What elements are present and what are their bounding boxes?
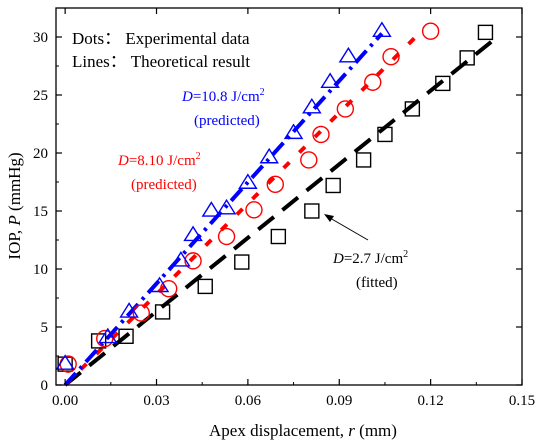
circle-point [245, 201, 263, 219]
y-tick-label: 15 [33, 204, 48, 220]
y-axis-title-text: IOP, [5, 226, 24, 260]
annotation-arrow [324, 214, 369, 241]
x-tick-label: 0.03 [143, 393, 169, 409]
square-point [435, 75, 451, 92]
triangle-point [259, 147, 279, 164]
y-tick-label: 20 [33, 146, 48, 162]
y-tick-label: 30 [33, 30, 48, 46]
square-point [325, 177, 341, 194]
circle-point [184, 252, 202, 270]
triangle-point [372, 21, 392, 37]
circle-point [300, 151, 318, 169]
annotation-blue-sup: 2 [260, 87, 265, 98]
theory-line-red [63, 29, 423, 387]
x-tick-label: 0.12 [418, 393, 444, 409]
circle-point [217, 227, 236, 246]
circle-point [312, 125, 330, 144]
square-point [270, 228, 287, 245]
triangle-point [320, 72, 340, 89]
y-tick-label: 25 [33, 88, 48, 104]
circle-point [159, 280, 178, 298]
annotation-black-var: D [332, 251, 344, 267]
triangle-point [201, 201, 222, 217]
annotation-red-sup: 2 [196, 151, 201, 162]
y-axis-title-unit: (mmHg) [5, 152, 24, 215]
x-tick-label: 0.00 [52, 393, 78, 409]
theory-line-black [63, 40, 493, 387]
triangle-point [302, 97, 322, 114]
annotation-red: D=8.10 J/cm2 [117, 151, 201, 169]
circle-point [421, 22, 440, 40]
annotation-blue-text: =10.8 J/cm [193, 89, 260, 105]
circle-point [336, 100, 355, 118]
triangle-point [98, 327, 118, 344]
annotation-blue: D=10.8 J/cm2 [181, 87, 265, 105]
theory-line-blue [63, 32, 384, 387]
x-axis-title-var: r [348, 421, 355, 440]
square-point [404, 101, 421, 117]
note-lines: Lines： Theoretical result [72, 52, 250, 71]
circle-point [132, 304, 150, 322]
square-point [234, 254, 250, 270]
plot-area: 0.00 0.03 0.06 0.09 0.12 0.15 0 5 10 15 20 25 30 [33, 7, 535, 409]
square-point [118, 328, 134, 344]
annotation-black-sup: 2 [403, 249, 408, 260]
annotation-red-sub: (predicted) [131, 177, 197, 193]
triangle-point [183, 225, 203, 242]
y-tick-label: 10 [33, 262, 48, 278]
triangle-point [149, 276, 170, 293]
circle-point [96, 329, 114, 348]
annotation-blue-sub: (predicted) [194, 113, 260, 129]
triangle-point [55, 354, 75, 370]
x-axis-title-unit: (mm) [355, 421, 397, 440]
x-axis-title-text: Apex displacement, [209, 421, 348, 440]
annotation-black-text: =2.7 J/cm [344, 251, 404, 267]
x-tick-label: 0.09 [326, 393, 352, 409]
note-dots: Dots： Experimental data [72, 29, 250, 48]
y-tick-label: 5 [41, 320, 49, 336]
triangle-point [119, 302, 139, 318]
triangle-point [238, 173, 258, 189]
x-axis-title: Apex displacement, r (mm) [209, 421, 397, 440]
x-tick-label: 0.06 [235, 393, 262, 409]
square-point [304, 203, 320, 219]
annotation-blue-var: D [181, 89, 193, 105]
triangle-point [216, 198, 237, 215]
square-point [477, 24, 494, 41]
square-point [377, 126, 393, 143]
triangle-point [283, 123, 304, 140]
triangle-point [171, 251, 191, 267]
square-point [197, 278, 213, 295]
square-point [154, 304, 171, 320]
y-tick-label: 0 [41, 378, 49, 394]
annotation-black: D=2.7 J/cm2 [332, 249, 408, 267]
x-tick-label: 0.15 [509, 393, 535, 409]
annotation-black-sub: (fitted) [356, 275, 398, 291]
y-axis-title-var: P [5, 215, 24, 226]
y-axis-title: IOP, P (mmHg) [5, 152, 24, 259]
annotation-red-text: =8.10 J/cm [129, 153, 196, 169]
plot-frame [55, 7, 523, 386]
circle-point [382, 48, 400, 66]
square-point [459, 50, 475, 66]
annotation-red-var: D [117, 153, 129, 169]
square-point [355, 152, 372, 168]
circle-point [364, 73, 382, 91]
circle-point [266, 175, 284, 194]
triangle-point [338, 46, 359, 63]
